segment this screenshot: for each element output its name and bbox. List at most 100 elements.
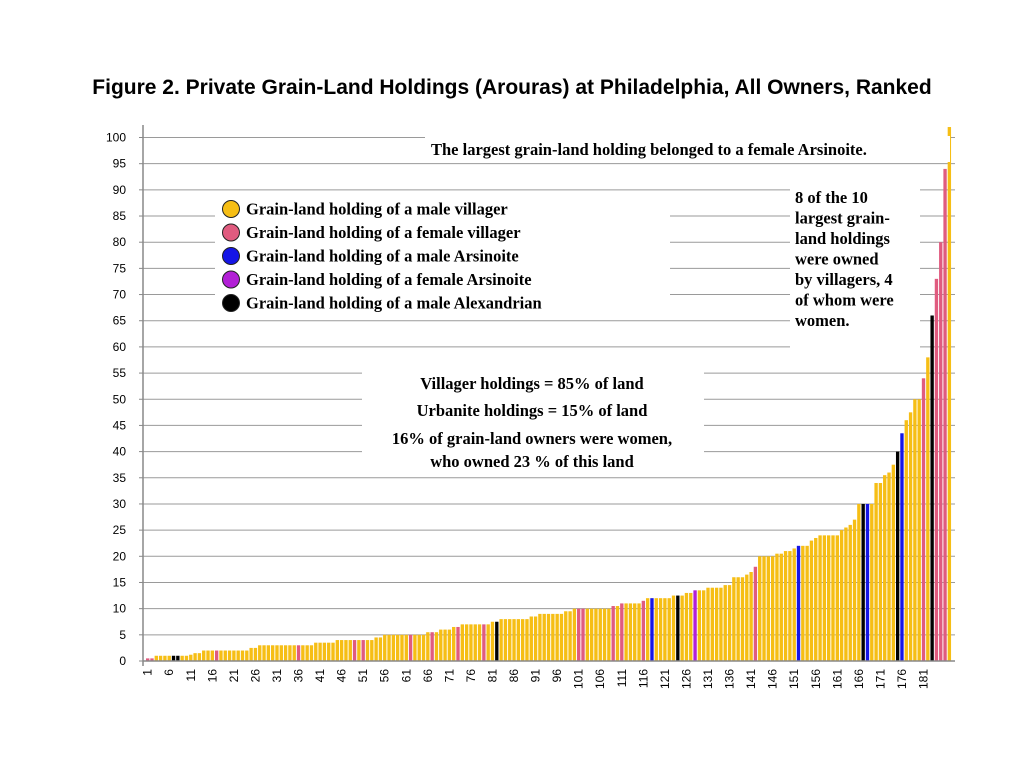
x-tick-label: 111 [615, 669, 629, 688]
y-tick-label: 25 [113, 523, 127, 537]
bar [219, 650, 223, 661]
y-tick-label: 100 [106, 131, 126, 145]
bar [680, 595, 684, 661]
bar [895, 451, 900, 661]
bar [327, 642, 331, 661]
bar [417, 634, 421, 661]
bar [676, 595, 680, 661]
bar [516, 619, 521, 661]
bar [525, 619, 529, 661]
bar [585, 608, 589, 661]
axes [139, 125, 955, 666]
bar [245, 650, 249, 661]
bar [533, 616, 538, 661]
bar [542, 613, 546, 661]
y-tick-label: 85 [113, 209, 127, 223]
x-tick-label: 171 [873, 669, 887, 689]
bar [275, 645, 279, 661]
y-tick-label: 15 [113, 575, 127, 589]
x-tick-labels: 1 6 11 16 21 26 31 36 41 46 51 56 61 66 71 76 81 86 91 96 10… [141, 669, 931, 689]
bar [434, 632, 439, 661]
bar [184, 655, 189, 661]
bar [150, 658, 154, 661]
y-tick-label: 80 [113, 235, 127, 249]
x-tick-label: 76 [464, 669, 478, 683]
y-tick-label: 55 [113, 366, 127, 380]
y-tick-label: 90 [113, 183, 127, 197]
bar [292, 645, 296, 661]
legend-marker [222, 200, 240, 218]
bar [913, 399, 917, 661]
bar [740, 577, 745, 661]
bar [697, 590, 702, 661]
bar [870, 503, 874, 661]
x-tick-label: 101 [572, 669, 586, 689]
bar [559, 613, 564, 661]
bar [253, 647, 258, 661]
x-tick-label: 166 [852, 669, 866, 689]
center-annotation-line: Urbanite holdings = 15% of land [417, 401, 648, 420]
bar [189, 654, 193, 661]
bar [197, 653, 202, 661]
y-tick-label: 95 [113, 157, 127, 171]
bar [939, 242, 943, 661]
bar [818, 535, 822, 661]
bar [352, 640, 357, 661]
bar [309, 645, 314, 661]
bar [568, 611, 572, 661]
x-tick-label: 116 [636, 669, 650, 688]
bar [633, 603, 637, 661]
x-tick-label: 131 [701, 669, 715, 689]
bar [645, 598, 650, 661]
bar [654, 598, 658, 661]
bar [391, 634, 396, 661]
bar [689, 592, 693, 661]
right-annotation-line: were owned [795, 250, 879, 269]
bar [395, 634, 400, 661]
bar [486, 624, 490, 661]
y-tick-label: 75 [113, 261, 127, 275]
bar [581, 608, 585, 661]
bar [430, 632, 434, 661]
bar [572, 608, 577, 661]
bar [314, 642, 318, 661]
bar [318, 642, 322, 661]
x-tick-label: 6 [162, 669, 176, 676]
bar [719, 587, 723, 661]
bar [473, 624, 477, 661]
bar [900, 433, 904, 661]
bar [921, 378, 926, 661]
x-tick-label: 1 [141, 669, 155, 676]
x-tick-label: 56 [378, 669, 392, 683]
y-tick-label: 45 [113, 418, 127, 432]
bar [482, 624, 486, 661]
x-tick-label: 26 [248, 669, 262, 683]
bar [792, 548, 796, 661]
legend-label: Grain-land holding of a female Arsinoite [246, 270, 532, 289]
legend-marker [222, 270, 240, 289]
bar [176, 655, 180, 661]
bar [706, 587, 710, 661]
bar [628, 603, 633, 661]
center-annotation-line: Villager holdings = 85% of land [420, 374, 643, 393]
legend: Grain-land holding of a male villager Gra… [215, 195, 670, 319]
bar [809, 540, 814, 661]
bar [658, 598, 663, 661]
x-tick-label: 91 [529, 669, 543, 683]
x-tick-label: 81 [486, 669, 500, 683]
bar [223, 650, 227, 661]
bar [710, 587, 714, 661]
bar [564, 611, 568, 661]
bar [365, 640, 370, 661]
bar [878, 483, 883, 661]
x-tick-label: 126 [680, 669, 694, 689]
x-tick-label: 176 [895, 669, 909, 689]
bar [202, 650, 206, 661]
bar [775, 553, 779, 661]
bar [404, 634, 408, 661]
legend-label: Grain-land holding of a male Alexandrian [246, 294, 542, 313]
bar [650, 598, 654, 661]
x-tick-label: 181 [917, 669, 931, 689]
x-tick-label: 136 [723, 669, 737, 689]
annotations: The largest grain-land holding belonged … [362, 136, 950, 472]
